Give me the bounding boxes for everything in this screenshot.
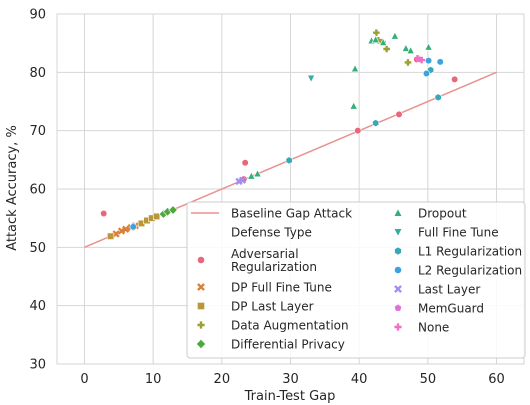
- legend-label: Defense Type: [231, 226, 312, 240]
- legend-item-last-layer: Last Layer: [394, 283, 480, 297]
- legend-marker: [394, 246, 402, 256]
- point-dp-full-fine-tune: [122, 225, 130, 233]
- legend-label: Differential Privacy: [231, 338, 345, 352]
- point-dropout: [401, 43, 411, 52]
- point-none: [414, 55, 421, 62]
- legend-item-l1-regularization: L1 Regularization: [394, 245, 522, 259]
- legend-item-data-augmentation: Data Augmentation: [197, 319, 349, 333]
- point-dropout: [379, 37, 388, 46]
- legend-label: Full Fine Tune: [418, 226, 499, 240]
- legend: Baseline Gap Attack Defense Type Adversari…: [186, 201, 526, 359]
- point-dropout: [371, 35, 380, 43]
- legend-marker: [393, 208, 403, 217]
- legend-marker: [195, 338, 207, 350]
- legend-item-none: None: [394, 321, 449, 335]
- point-full-fine-tune: [306, 74, 316, 83]
- point-l1-regularization: [434, 93, 442, 102]
- point-dp-last-layer: [152, 212, 161, 221]
- y-axis-label: Attack Accuracy, %: [5, 125, 20, 251]
- point-l2-regularization: [424, 57, 433, 65]
- legend-item-dp-full-fine-tune: DP Full Fine Tune: [197, 281, 332, 295]
- point-dropout: [247, 171, 256, 180]
- legend-label: MemGuard: [418, 302, 484, 316]
- legend-marker: [394, 266, 402, 274]
- legend-item-baseline: Baseline Gap Attack: [191, 207, 352, 221]
- point-adversarial-regularization: [100, 209, 108, 218]
- point-adversarial-regularization: [354, 127, 362, 135]
- legend-label: L1 Regularization: [418, 245, 522, 259]
- point-dp-full-fine-tune: [112, 230, 120, 238]
- x-tick-label: 0: [80, 372, 88, 387]
- legend-marker: [197, 283, 205, 291]
- legend-label: Adversarial: [231, 247, 299, 261]
- legend-marker: [393, 303, 403, 312]
- point-dropout: [390, 31, 400, 40]
- point-l2-regularization: [422, 69, 431, 78]
- x-tick-label: 60: [488, 372, 505, 387]
- legend-marker: [394, 285, 402, 293]
- legend-item-dropout: Dropout: [393, 207, 467, 221]
- y-tick-label: 40: [29, 299, 46, 314]
- point-dp-last-layer: [106, 232, 115, 240]
- point-data-augmentation: [404, 59, 412, 66]
- y-tick-label: 30: [29, 358, 46, 373]
- tick-labels: 0 10 20 30 40 50 60 30 40 50 60 70 80 90: [29, 8, 504, 388]
- legend-label: Regularization: [231, 260, 317, 274]
- point-none: [418, 56, 425, 64]
- y-tick-label: 70: [29, 124, 46, 139]
- x-tick-label: 50: [420, 372, 437, 387]
- point-dp-full-fine-tune: [117, 227, 126, 235]
- legend-label: L2 Regularization: [418, 264, 522, 278]
- legend-marker: [197, 302, 205, 310]
- legend-label: DP Full Fine Tune: [231, 281, 332, 295]
- legend-marker: [197, 256, 205, 264]
- x-tick-label: 40: [351, 372, 368, 387]
- point-dropout: [349, 101, 358, 110]
- legend-label: Data Augmentation: [231, 319, 349, 333]
- legend-item-dp-last-layer: DP Last Layer: [197, 300, 314, 314]
- point-dropout: [406, 46, 415, 55]
- point-data-augmentation: [373, 29, 380, 36]
- y-tick-label: 60: [29, 183, 46, 198]
- legend-box: [186, 201, 526, 359]
- point-last-layer: [238, 176, 247, 184]
- point-dropout: [350, 64, 360, 73]
- points-layer: [100, 29, 459, 240]
- legend-label: None: [418, 321, 449, 335]
- legend-title: Defense Type: [231, 226, 312, 240]
- legend-item-l2-regularization: L2 Regularization: [394, 264, 522, 278]
- y-tick-label: 90: [29, 8, 46, 23]
- point-l2-regularization: [129, 223, 137, 231]
- point-l1-regularization: [372, 119, 380, 128]
- legend-label: Baseline Gap Attack: [231, 207, 352, 221]
- x-tick-label: 20: [214, 372, 231, 387]
- point-dropout: [253, 169, 262, 178]
- y-tick-label: 80: [29, 66, 46, 81]
- legend-item-memguard: MemGuard: [393, 302, 484, 316]
- legend-item-full-fine-tune: Full Fine Tune: [393, 226, 499, 240]
- point-data-augmentation: [383, 45, 390, 53]
- point-adversarial-regularization: [395, 110, 403, 118]
- x-axis-label: Train-Test Gap: [244, 389, 336, 404]
- legend-label: DP Last Layer: [231, 300, 314, 314]
- legend-label: Dropout: [418, 207, 467, 221]
- x-tick-label: 10: [145, 372, 162, 387]
- point-differential-privacy: [168, 205, 178, 215]
- point-dropout: [424, 42, 433, 51]
- legend-item-differential-privacy: Differential Privacy: [195, 338, 345, 352]
- point-adversarial-regularization: [241, 159, 249, 167]
- legend-marker: [393, 228, 403, 237]
- point-l2-regularization: [436, 58, 444, 66]
- point-l1-regularization: [285, 156, 293, 165]
- y-tick-label: 50: [29, 241, 46, 256]
- x-tick-label: 30: [282, 372, 299, 387]
- point-adversarial-regularization: [451, 75, 459, 83]
- legend-label: Last Layer: [418, 283, 480, 297]
- legend-marker: [197, 321, 205, 329]
- legend-marker: [394, 323, 402, 331]
